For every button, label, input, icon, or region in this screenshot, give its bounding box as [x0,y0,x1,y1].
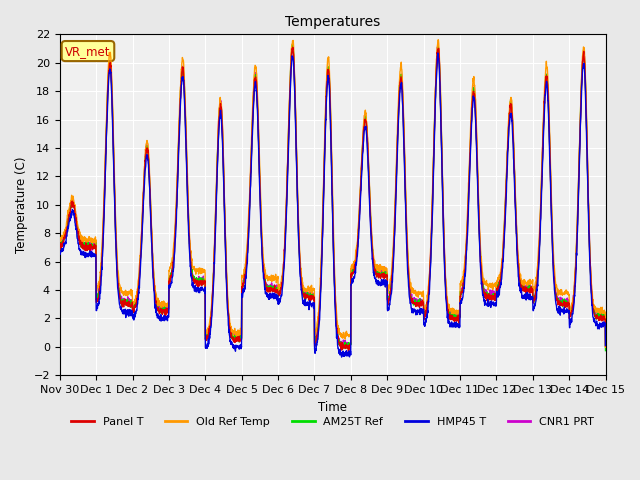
Text: VR_met: VR_met [65,45,111,58]
Y-axis label: Temperature (C): Temperature (C) [15,156,28,253]
X-axis label: Time: Time [318,400,347,413]
Title: Temperatures: Temperatures [285,15,380,29]
Legend: Panel T, Old Ref Temp, AM25T Ref, HMP45 T, CNR1 PRT: Panel T, Old Ref Temp, AM25T Ref, HMP45 … [67,412,598,431]
